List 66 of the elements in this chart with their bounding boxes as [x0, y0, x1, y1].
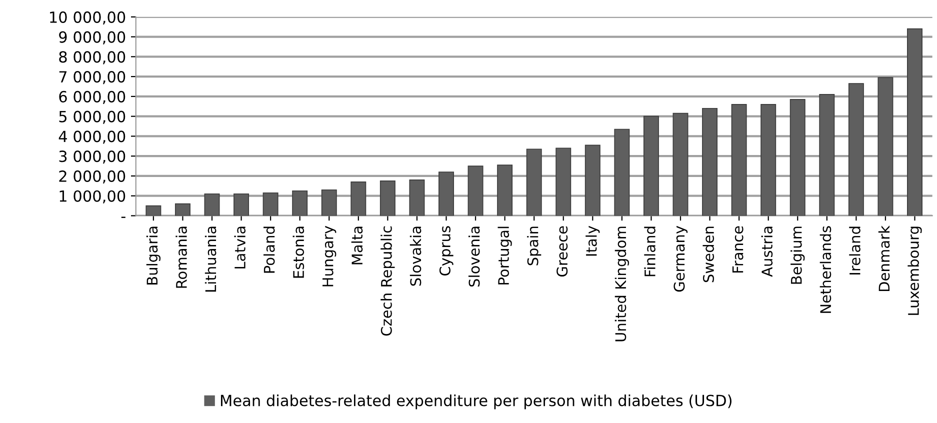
bar: [907, 28, 922, 216]
x-tick-label: Netherlands: [820, 226, 832, 313]
bar: [702, 108, 718, 216]
bar: [848, 83, 864, 216]
x-tick-label: Belgium: [790, 226, 805, 284]
x-tick-label: Hungary: [322, 226, 336, 286]
bar: [174, 203, 190, 216]
x-tick-label: Slovakia: [410, 226, 422, 286]
x-tick-label: Lithuania: [204, 226, 216, 292]
x-tick-label: Germany: [674, 226, 688, 292]
y-tick-label: 6 000,00: [59, 90, 126, 104]
bar: [790, 99, 806, 216]
x-tick-label: Slovenia: [468, 226, 480, 287]
bar: [438, 172, 454, 216]
bar: [672, 112, 688, 216]
bar: [409, 180, 425, 216]
bar: [819, 94, 835, 216]
bar: [760, 104, 776, 216]
x-tick-label: Sweden: [702, 226, 714, 282]
x-tick-label: United Kingdom: [614, 226, 629, 342]
bar: [234, 193, 250, 216]
legend-label: Mean diabetes-related expenditure per person with diabetes (USD): [220, 394, 732, 410]
bar: [878, 77, 894, 216]
y-tick-label: 4 000,00: [58, 130, 126, 144]
bar: [321, 189, 337, 216]
bar: [643, 116, 659, 216]
y-tick-label: 1 000,00: [60, 190, 126, 204]
y-tick-label: 5 000,00: [59, 110, 126, 124]
bar: [350, 182, 366, 216]
bar: [146, 205, 162, 216]
bar: [731, 104, 747, 216]
x-tick-label: Estonia: [292, 226, 304, 278]
x-tick-label: Latvia: [234, 226, 246, 268]
bar: [614, 128, 630, 216]
y-tick-label: 10 000,00: [50, 11, 126, 24]
x-tick-label: Italy: [586, 226, 600, 256]
bar: [380, 180, 396, 216]
x-tick-label: Cyprus: [439, 226, 454, 276]
y-tick-label: -: [121, 216, 126, 218]
x-tick-label: Portugal: [498, 226, 512, 284]
y-tick-label: 3 000,00: [59, 150, 126, 164]
bar: [526, 148, 542, 216]
bar: [497, 164, 513, 216]
x-tick-label: Malta: [351, 226, 363, 264]
x-tick-label: Poland: [264, 226, 275, 273]
x-tick-label: Finland: [644, 226, 656, 276]
bar: [556, 148, 572, 216]
x-tick-label: Greece: [556, 226, 568, 277]
x-tick-label: Denmark: [878, 225, 890, 292]
y-tick-label: 8 000,00: [59, 51, 126, 64]
y-tick-label: 9 000,00: [59, 31, 126, 44]
y-tick-label: 2 000,00: [59, 170, 126, 184]
x-tick-label: France: [732, 226, 744, 273]
x-tick-label: Ireland: [849, 226, 860, 274]
x-tick-label: Czech Republic: [380, 226, 395, 336]
bar: [584, 144, 600, 216]
x-tick-label: Romania: [176, 226, 187, 288]
x-tick-label: Bulgaria: [146, 226, 160, 284]
y-tick-label: 7 000,00: [59, 71, 126, 84]
bar: [262, 192, 278, 216]
x-tick-label: Austria: [761, 226, 773, 277]
x-tick-label: Luxembourg: [908, 226, 922, 315]
bar: [292, 190, 308, 216]
bar: [204, 193, 220, 216]
bar: [468, 166, 484, 216]
x-tick-label: Spain: [527, 226, 542, 266]
